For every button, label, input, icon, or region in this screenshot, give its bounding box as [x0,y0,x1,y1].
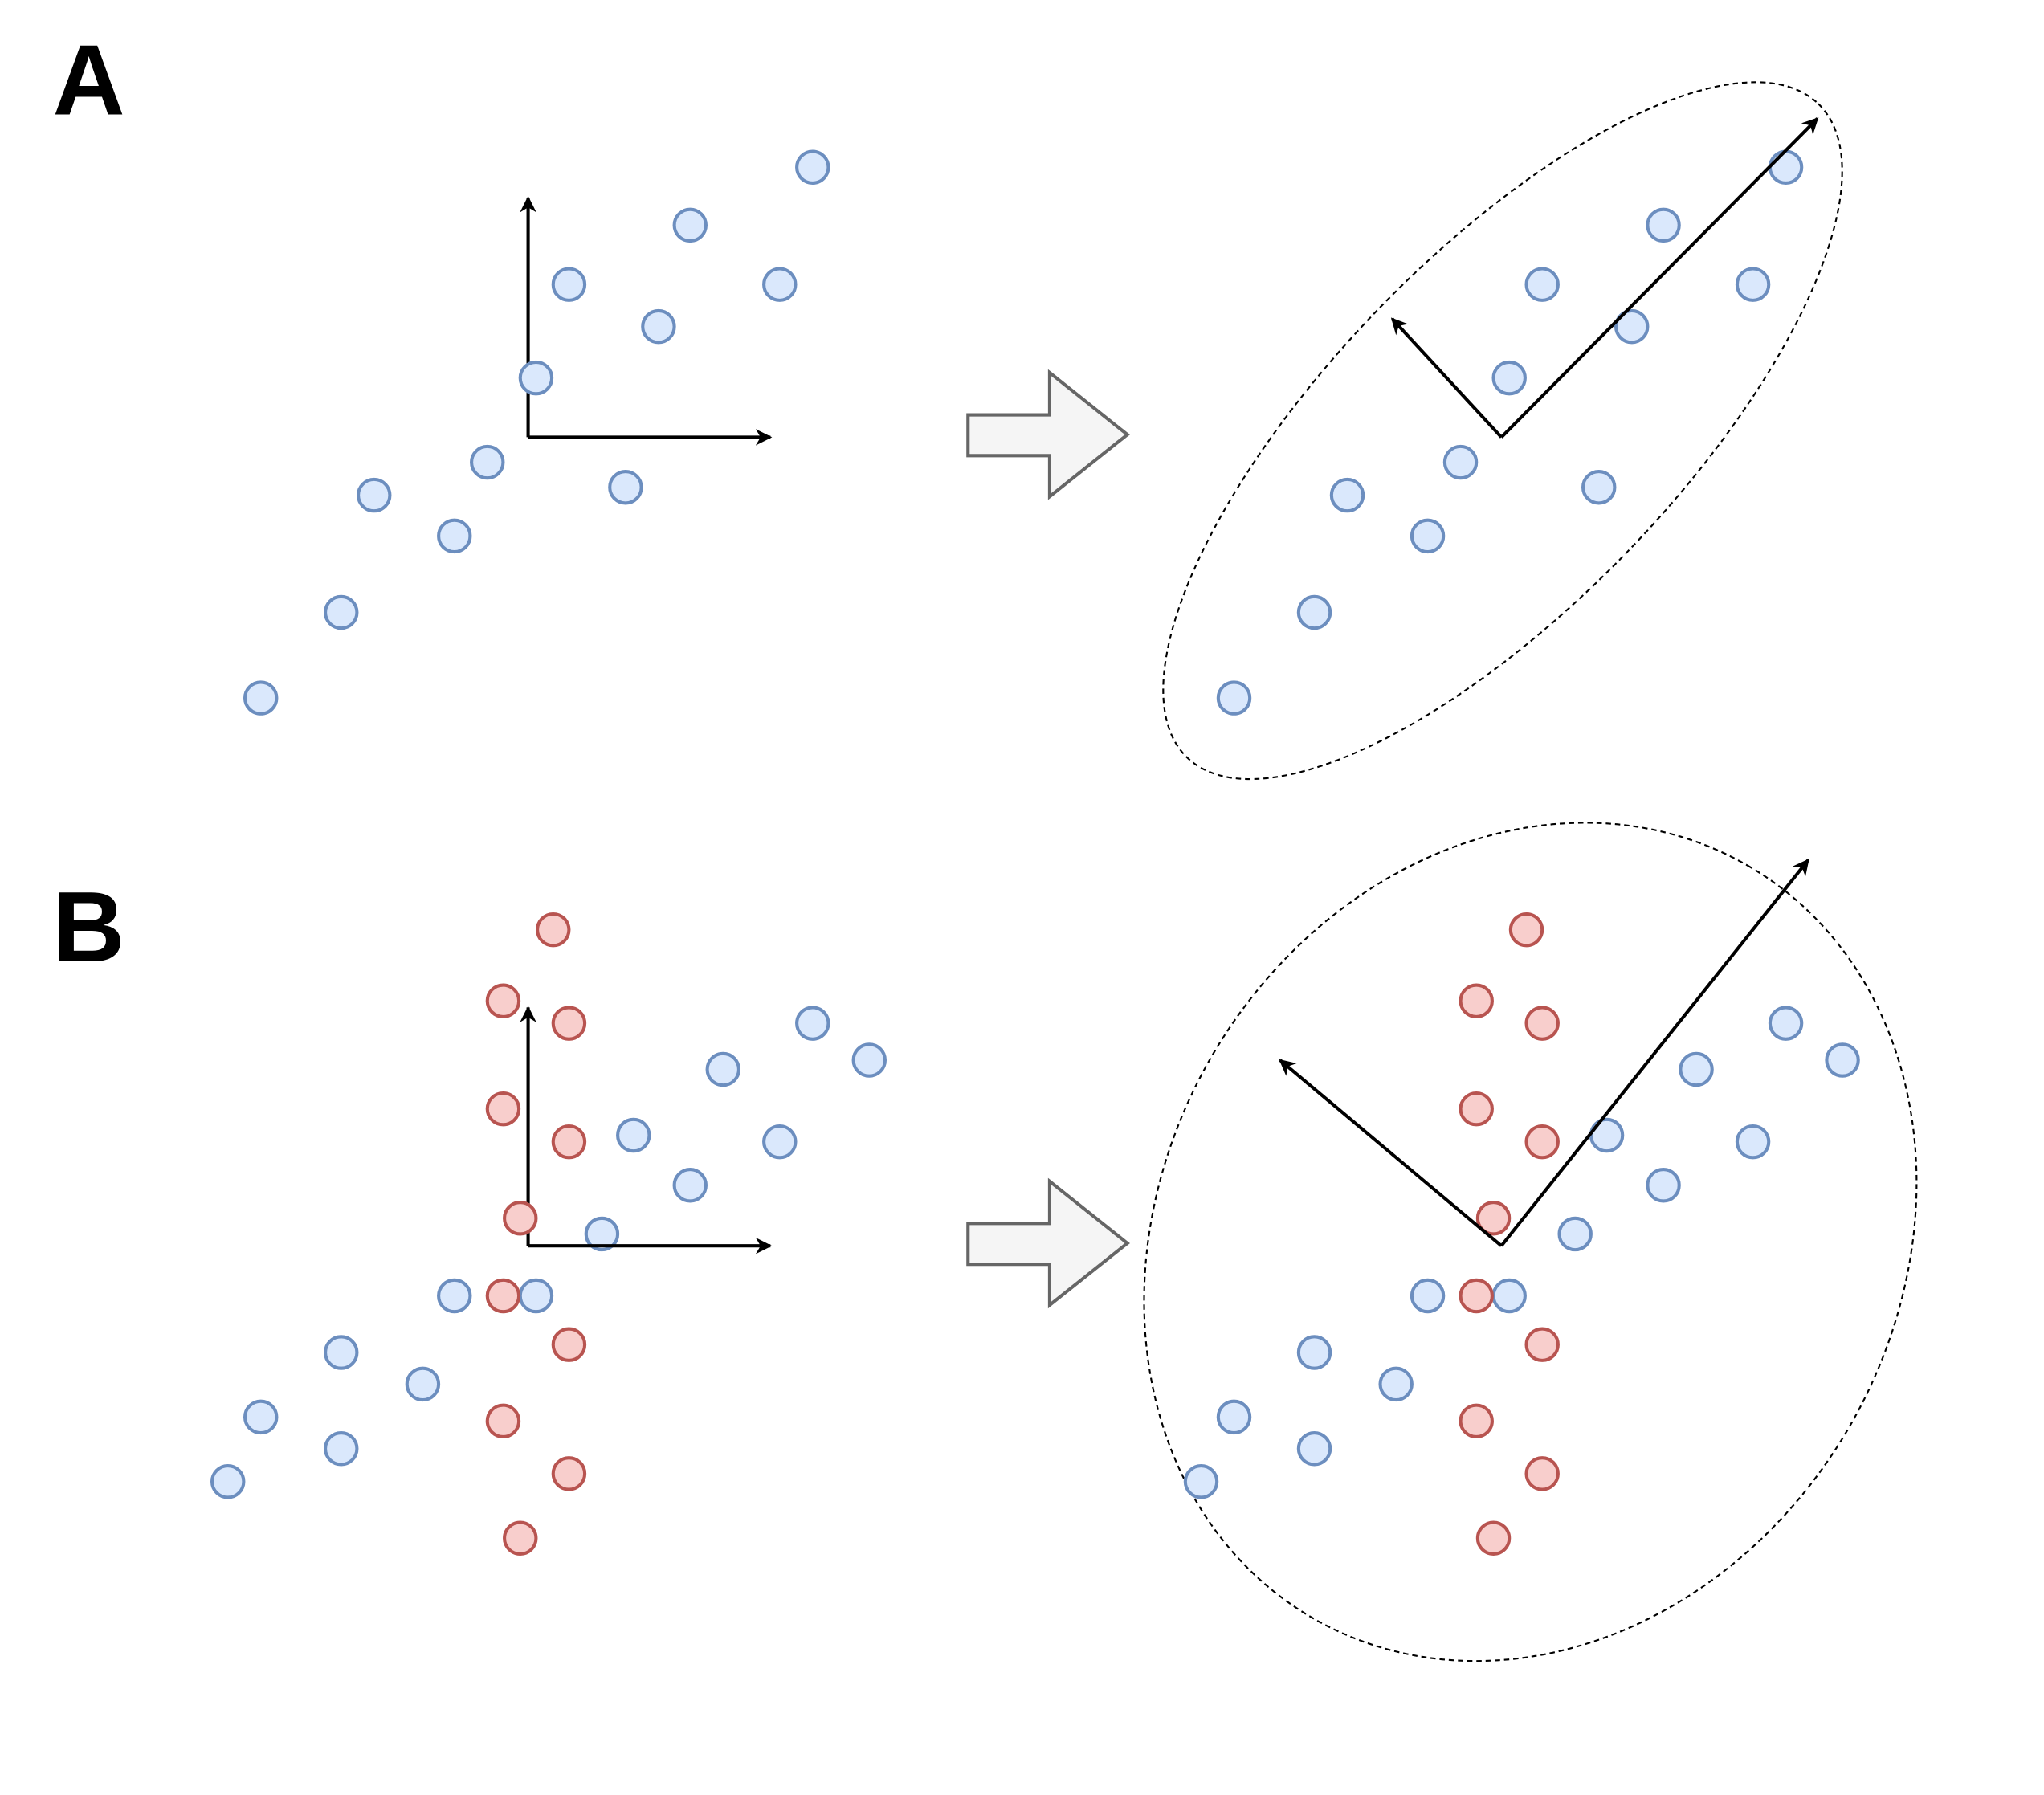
point [503,1520,538,1556]
point [795,149,830,185]
point [1524,267,1560,302]
point [1735,1124,1771,1160]
point [851,1042,887,1078]
point [1296,1431,1332,1467]
point [357,477,392,513]
point [1524,1006,1560,1041]
point [1216,1399,1252,1435]
point [518,1278,554,1314]
point [1475,1520,1512,1556]
transform-arrow [966,1177,1130,1309]
point [485,983,521,1018]
point [1614,308,1650,345]
axis-arrow [1499,117,1819,439]
enclosing-ellipse [1143,822,1918,1662]
point [243,680,279,716]
point [243,1399,279,1435]
point [324,1335,359,1370]
point [1378,1366,1414,1402]
point [1524,1327,1560,1362]
point [1768,149,1804,185]
point [485,1278,521,1314]
point [1329,477,1365,513]
point [551,1006,587,1041]
axis-arrow [1279,1059,1503,1247]
point [1410,1278,1446,1314]
point [1557,1216,1593,1252]
point [485,1091,521,1127]
point [1491,1278,1527,1314]
point [616,1117,651,1153]
point [551,1456,587,1491]
diagram-layer [210,81,1918,1662]
point [1646,1168,1681,1203]
point [210,1464,246,1499]
point [503,1201,538,1236]
point [1491,360,1527,396]
point [1735,267,1771,302]
point [1679,1051,1714,1087]
point [1508,912,1544,948]
point [1646,207,1681,243]
point [1768,1006,1804,1041]
point [1459,1091,1494,1127]
point [795,1006,830,1041]
point [437,518,472,554]
panel-label: A [53,25,125,137]
point [762,1124,798,1160]
point [608,469,643,505]
point [470,444,505,480]
point [324,1431,359,1467]
point [324,594,359,630]
point [1296,1335,1332,1370]
point [584,1216,620,1252]
point [1581,469,1617,505]
point [1459,1278,1494,1314]
point [672,207,708,243]
point [536,912,571,948]
point [1442,444,1479,480]
point [551,267,587,302]
panel-label: B [53,871,125,983]
point [762,267,798,302]
point [1410,518,1446,554]
axis-arrow [1390,317,1503,439]
point [641,308,676,345]
point [1183,1464,1219,1499]
point [705,1051,741,1087]
point [1825,1042,1860,1078]
point [485,1403,521,1439]
point [518,360,554,396]
point [1475,1201,1512,1236]
transform-arrow [966,369,1130,500]
enclosing-ellipse [1162,81,1843,781]
point [405,1366,441,1402]
point [437,1278,472,1314]
point [551,1124,587,1160]
point [1459,983,1494,1018]
point [1524,1456,1560,1491]
point [672,1168,708,1203]
point [1296,594,1332,630]
point [1216,680,1252,716]
axis-arrow [1499,859,1810,1247]
point [551,1327,587,1362]
point [1589,1117,1625,1153]
point [1524,1124,1560,1160]
point [1459,1403,1494,1439]
